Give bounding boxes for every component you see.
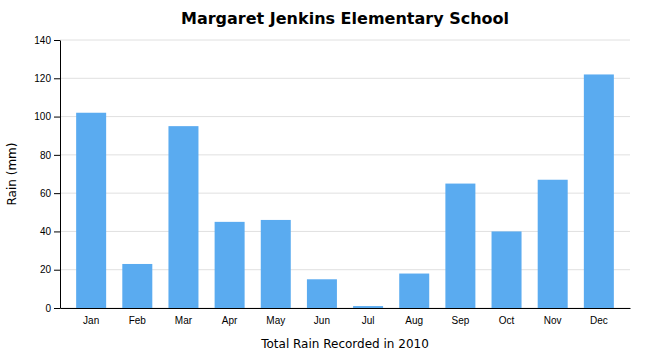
y-tick: 120 [34, 73, 60, 84]
x-tick-label: Oct [499, 315, 515, 326]
bars [76, 74, 614, 308]
x-tick: Oct [499, 315, 515, 326]
x-tick-label: Dec [590, 315, 608, 326]
bar [399, 274, 429, 308]
y-tick: 60 [40, 188, 60, 199]
y-tick-mark [54, 193, 60, 194]
y-tick-mark [54, 270, 60, 271]
y-tick: 100 [34, 111, 60, 122]
bar [307, 279, 337, 308]
y-tick: 0 [45, 303, 60, 314]
y-tick: 140 [34, 35, 60, 46]
bar [168, 126, 198, 308]
x-tick: Jun [314, 315, 330, 326]
bar [261, 220, 291, 308]
x-tick-label: Jun [314, 315, 330, 326]
y-tick-label: 40 [40, 226, 52, 237]
grid [60, 40, 630, 308]
y-tick-mark [54, 231, 60, 232]
y-axis: 0 20 40 60 80 100 120 140 [34, 35, 60, 314]
y-tick-label: 0 [45, 303, 51, 314]
x-tick: Feb [129, 315, 147, 326]
bar [122, 264, 152, 308]
x-tick-label: Nov [544, 315, 562, 326]
bar [445, 184, 475, 308]
grid-line [60, 116, 630, 117]
chart-title: Margaret Jenkins Elementary School [181, 9, 509, 28]
bar [538, 180, 568, 308]
y-tick-label: 140 [34, 35, 51, 46]
y-axis-line [60, 41, 61, 309]
plot-area: Jan Feb Mar Apr May Jun Jul Aug Sep Oct Nov Dec 0 20 4… [34, 35, 630, 326]
y-tick-label: 120 [34, 73, 51, 84]
y-tick-label: 60 [40, 188, 52, 199]
x-tick: Apr [222, 315, 238, 326]
x-tick: Mar [175, 315, 193, 326]
y-tick-mark [54, 117, 60, 118]
y-tick-mark [54, 308, 60, 309]
x-axis-line [61, 308, 631, 309]
bar [353, 306, 383, 308]
x-tick-label: Aug [405, 315, 423, 326]
grid-line [60, 40, 630, 41]
x-tick: Dec [590, 315, 608, 326]
y-tick: 80 [40, 150, 60, 161]
y-tick-label: 80 [40, 150, 52, 161]
y-tick-mark [54, 78, 60, 79]
y-tick-mark [54, 155, 60, 156]
y-tick: 20 [40, 264, 60, 275]
x-tick: May [266, 315, 285, 326]
bar [584, 74, 614, 308]
grid-line [60, 154, 630, 155]
bar [76, 113, 106, 308]
y-axis-title: Rain (mm) [5, 143, 19, 206]
x-tick: Aug [405, 315, 423, 326]
x-tick-label: Feb [129, 315, 147, 326]
x-tick: Sep [451, 315, 469, 326]
x-tick-label: Jul [362, 315, 375, 326]
chart-container: Jan Feb Mar Apr May Jun Jul Aug Sep Oct Nov Dec 0 20 4… [0, 0, 650, 360]
bar [215, 222, 245, 308]
y-tick-label: 20 [40, 264, 52, 275]
x-tick-label: Mar [175, 315, 193, 326]
x-tick-label: May [266, 315, 285, 326]
x-axis-title: Total Rain Recorded in 2010 [260, 337, 429, 351]
x-tick-label: Jan [83, 315, 99, 326]
grid-line [60, 78, 630, 79]
y-tick-mark [54, 40, 60, 41]
chart-svg: Jan Feb Mar Apr May Jun Jul Aug Sep Oct Nov Dec 0 20 4… [0, 0, 650, 360]
bar [492, 231, 522, 308]
x-axis: Jan Feb Mar Apr May Jun Jul Aug Sep Oct Nov Dec [61, 309, 631, 327]
y-tick: 40 [40, 226, 60, 237]
y-tick-label: 100 [34, 111, 51, 122]
x-tick: Jul [362, 315, 375, 326]
x-tick-label: Apr [222, 315, 238, 326]
x-tick: Nov [544, 315, 562, 326]
x-tick-label: Sep [451, 315, 469, 326]
x-tick: Jan [83, 315, 99, 326]
